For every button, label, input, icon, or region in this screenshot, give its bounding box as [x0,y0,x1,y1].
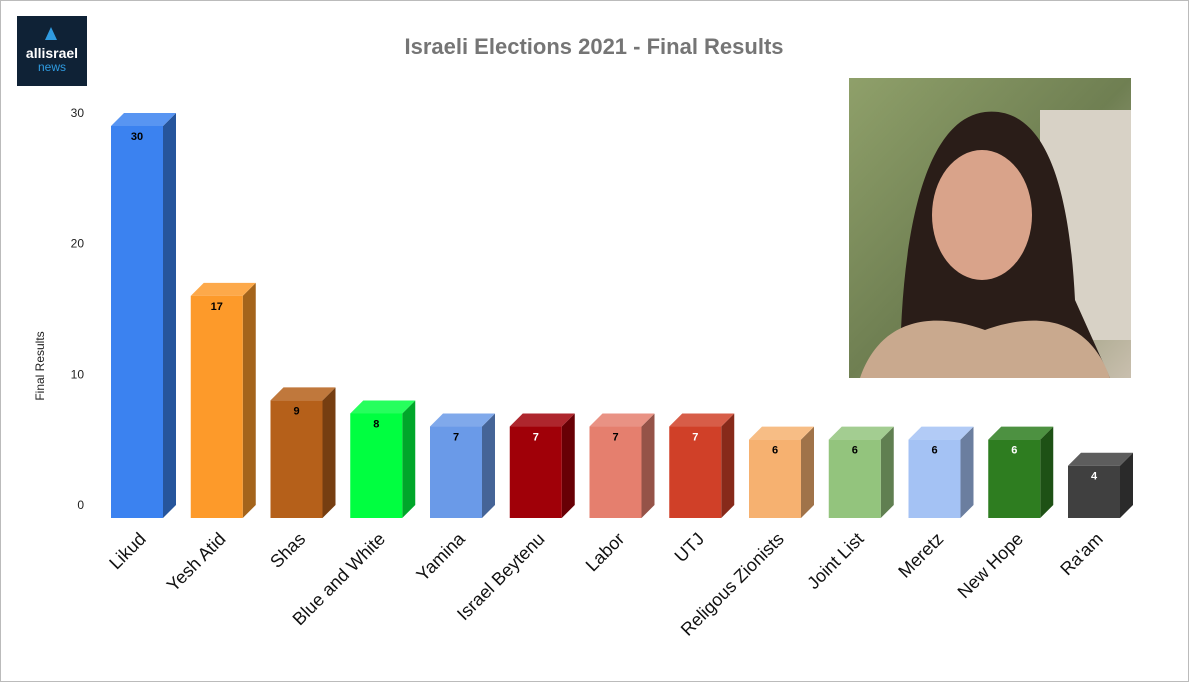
y-tick-label: 0 [77,498,84,512]
bar-top [111,113,176,126]
bar-top [589,413,655,427]
bar-side [641,413,655,518]
bar-side [1040,426,1054,518]
bar-top [270,387,336,401]
bar-top [988,426,1054,440]
bar-top [828,426,894,440]
bar-top [509,413,575,427]
bar-top [190,282,256,296]
logo-icon [45,27,57,40]
bar-side [960,426,974,518]
bar [988,439,1041,518]
bar [669,426,722,518]
bar [908,439,961,518]
bar [430,426,482,518]
bar-side [163,113,176,518]
data-label: 4 [1091,471,1098,483]
bar-side [801,426,814,518]
y-tick-label: 20 [71,237,85,251]
bar-side [880,426,894,518]
data-label: 6 [772,445,778,457]
data-label: 30 [131,131,143,143]
logo-subtext: news [38,60,66,74]
data-label: 9 [293,405,299,417]
bar [828,439,881,518]
bar [111,126,163,518]
bar [589,426,642,518]
logo: allisrael news [17,16,87,86]
photo-face [932,150,1032,280]
data-label: 7 [612,432,618,444]
bar-top [908,426,974,440]
data-label: 7 [533,432,539,444]
data-label: 7 [453,432,459,444]
bar [350,413,403,518]
y-axis-label: Final Results [33,331,47,400]
bar-side [1120,452,1133,518]
bar [190,295,243,518]
y-tick-label: 10 [71,367,85,381]
logo-box [17,16,87,86]
bar-side [721,413,735,518]
bar-top [350,400,416,414]
bar [270,400,323,518]
data-label: 6 [931,445,937,457]
photo [849,78,1131,379]
photo-clothing [860,320,1110,378]
bar [509,426,562,518]
bar-side [561,413,575,518]
bar-side [322,387,336,518]
bar-top [669,413,735,427]
bar-side [402,400,416,518]
chart-title: Israeli Elections 2021 - Final Results [404,34,783,59]
data-label: 6 [1011,445,1017,457]
bar [1068,465,1120,518]
bar-top [430,413,495,427]
data-label: 6 [852,445,858,457]
bar-top [749,426,814,440]
logo-text: allisrael [26,45,78,61]
bar-side [482,413,495,518]
data-label: 7 [692,432,698,444]
bar [749,439,801,518]
data-label: 17 [211,301,223,313]
bar-side [242,282,256,518]
data-label: 8 [373,418,379,430]
bar-top [1068,452,1133,466]
y-tick-label: 30 [71,106,85,120]
